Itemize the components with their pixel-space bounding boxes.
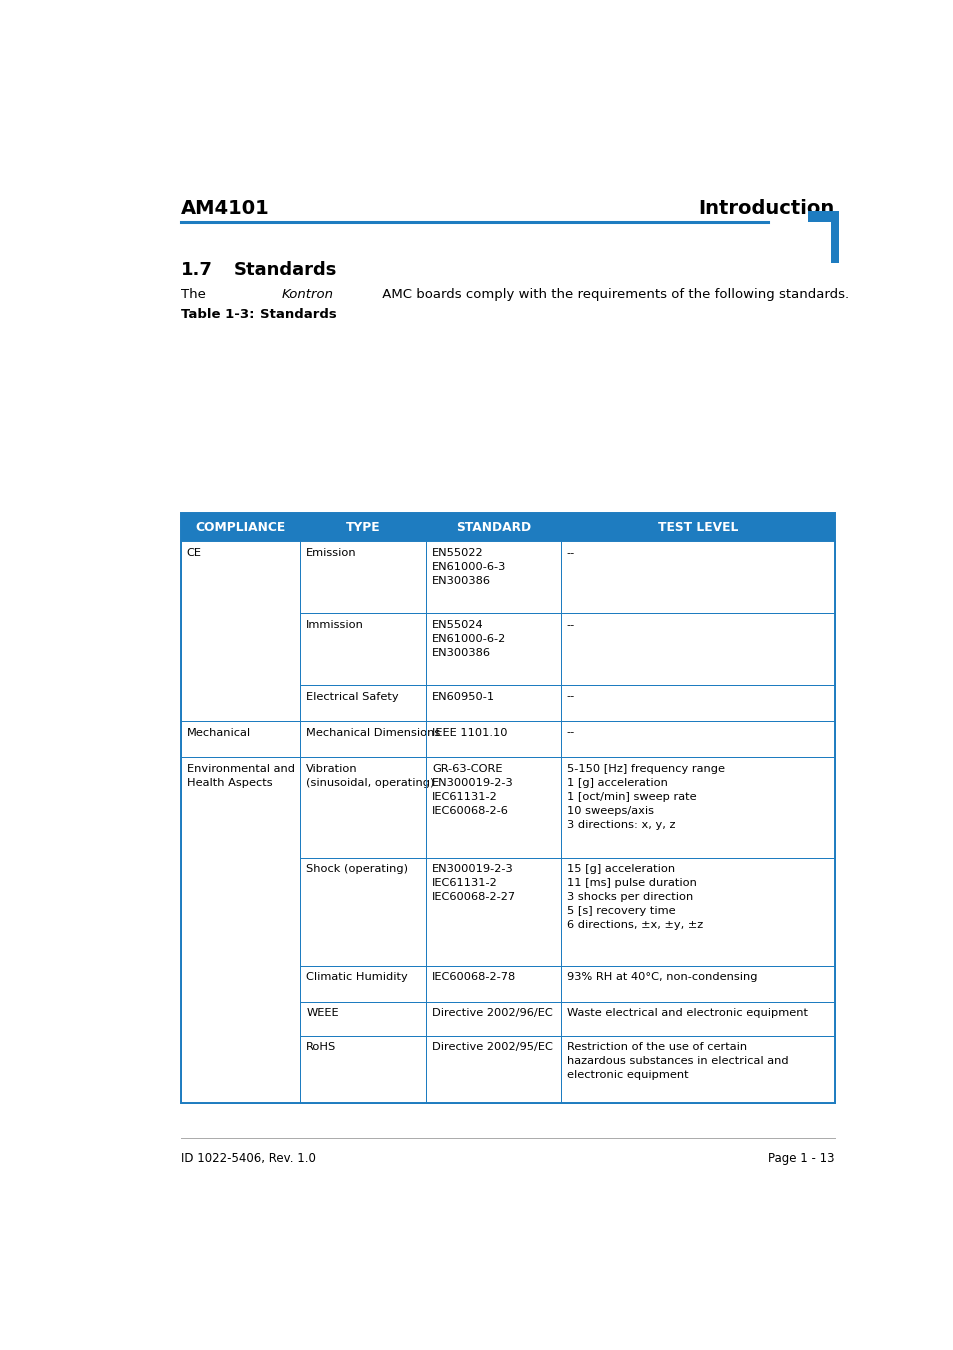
Bar	[426, 1002, 560, 1035]
Text: EN55024
EN61000-6-2
EN300386: EN55024 EN61000-6-2 EN300386	[432, 620, 506, 657]
Text: Standards: Standards	[259, 308, 336, 320]
Text: Directive 2002/95/EC: Directive 2002/95/EC	[432, 1042, 553, 1052]
Bar	[426, 686, 560, 721]
Bar	[180, 721, 300, 757]
Text: TEST LEVEL: TEST LEVEL	[657, 521, 738, 533]
Bar	[560, 1002, 834, 1035]
Bar	[180, 513, 834, 541]
Text: EN55022
EN61000-6-3
EN300386: EN55022 EN61000-6-3 EN300386	[432, 548, 506, 586]
Bar	[426, 859, 560, 967]
Text: Introduction: Introduction	[698, 200, 834, 219]
Text: AMC boards comply with the requirements of the following standards.: AMC boards comply with the requirements …	[377, 288, 848, 301]
Text: Immission: Immission	[306, 620, 364, 629]
Text: Mechanical Dimensions: Mechanical Dimensions	[306, 728, 440, 737]
Text: Kontron: Kontron	[281, 288, 334, 301]
Text: 15 [g] acceleration
11 [ms] pulse duration
3 shocks per direction
5 [s] recovery: 15 [g] acceleration 11 [ms] pulse durati…	[566, 864, 702, 930]
Text: Climatic Humidity: Climatic Humidity	[306, 972, 408, 983]
Text: --: --	[566, 691, 575, 702]
Text: CE: CE	[187, 548, 201, 558]
Text: Table 1-3:: Table 1-3:	[180, 308, 253, 320]
Text: --: --	[566, 620, 575, 629]
Bar	[300, 1035, 426, 1103]
Bar	[300, 1002, 426, 1035]
Bar	[830, 211, 839, 263]
Bar	[807, 211, 839, 223]
Bar	[300, 613, 426, 686]
Bar	[300, 721, 426, 757]
Text: EN300019-2-3
IEC61131-2
IEC60068-2-27: EN300019-2-3 IEC61131-2 IEC60068-2-27	[432, 864, 516, 902]
Bar	[180, 513, 834, 1103]
Text: Environmental and
Health Aspects: Environmental and Health Aspects	[187, 764, 294, 787]
Text: 5-150 [Hz] frequency range
1 [g] acceleration
1 [oct/min] sweep rate
10 sweeps/a: 5-150 [Hz] frequency range 1 [g] acceler…	[566, 764, 723, 829]
Bar	[560, 686, 834, 721]
Text: WEEE: WEEE	[306, 1008, 338, 1018]
Bar	[426, 757, 560, 859]
Text: IEEE 1101.10: IEEE 1101.10	[432, 728, 507, 737]
Text: --: --	[566, 548, 575, 558]
Bar	[560, 757, 834, 859]
Text: Vibration
(sinusoidal, operating): Vibration (sinusoidal, operating)	[306, 764, 435, 787]
Bar	[300, 686, 426, 721]
Bar	[426, 721, 560, 757]
Text: Directive 2002/96/EC: Directive 2002/96/EC	[432, 1008, 552, 1018]
Bar	[560, 859, 834, 967]
Bar	[300, 541, 426, 613]
Text: GR-63-CORE
EN300019-2-3
IEC61131-2
IEC60068-2-6: GR-63-CORE EN300019-2-3 IEC61131-2 IEC60…	[432, 764, 514, 815]
Text: --: --	[566, 728, 575, 737]
Bar	[426, 1035, 560, 1103]
Bar	[426, 613, 560, 686]
Bar	[426, 967, 560, 1002]
Text: IEC60068-2-78: IEC60068-2-78	[432, 972, 516, 983]
Text: STANDARD: STANDARD	[456, 521, 531, 533]
Text: ID 1022-5406, Rev. 1.0: ID 1022-5406, Rev. 1.0	[180, 1152, 315, 1165]
Text: Emission: Emission	[306, 548, 356, 558]
Bar	[560, 541, 834, 613]
Text: RoHS: RoHS	[306, 1042, 336, 1052]
Bar	[560, 1035, 834, 1103]
Text: Waste electrical and electronic equipment: Waste electrical and electronic equipmen…	[566, 1008, 806, 1018]
Bar	[560, 613, 834, 686]
Text: 1.7: 1.7	[180, 261, 213, 278]
Bar	[426, 541, 560, 613]
Text: AM4101: AM4101	[180, 200, 269, 219]
Bar	[300, 859, 426, 967]
Text: EN60950-1: EN60950-1	[432, 691, 495, 702]
Bar	[180, 757, 300, 1103]
Text: Page 1 - 13: Page 1 - 13	[767, 1152, 834, 1165]
Text: Electrical Safety: Electrical Safety	[306, 691, 398, 702]
Text: TYPE: TYPE	[346, 521, 380, 533]
Bar	[180, 541, 300, 721]
Bar	[560, 967, 834, 1002]
Text: 93% RH at 40°C, non-condensing: 93% RH at 40°C, non-condensing	[566, 972, 757, 983]
Bar	[300, 967, 426, 1002]
Text: Shock (operating): Shock (operating)	[306, 864, 408, 875]
Bar	[560, 721, 834, 757]
Text: COMPLIANCE: COMPLIANCE	[195, 521, 285, 533]
Text: Restriction of the use of certain
hazardous substances in electrical and
electro: Restriction of the use of certain hazard…	[566, 1042, 787, 1080]
Text: Standards: Standards	[233, 261, 336, 278]
Bar	[300, 757, 426, 859]
Text: Mechanical: Mechanical	[187, 728, 251, 737]
Text: The: The	[180, 288, 210, 301]
